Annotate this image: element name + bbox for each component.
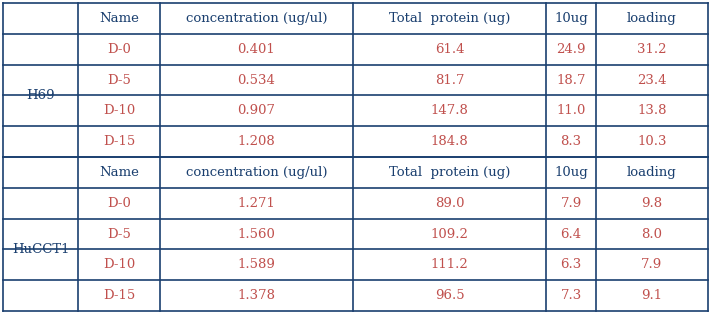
Text: D-0: D-0 — [107, 43, 131, 56]
Text: D-15: D-15 — [103, 289, 135, 302]
Text: 10.3: 10.3 — [637, 135, 667, 148]
Text: 147.8: 147.8 — [431, 104, 469, 117]
Text: loading: loading — [627, 12, 677, 25]
Text: 0.907: 0.907 — [237, 104, 275, 117]
Text: 109.2: 109.2 — [431, 228, 469, 241]
Text: 1.208: 1.208 — [237, 135, 275, 148]
Text: 61.4: 61.4 — [434, 43, 464, 56]
Text: 24.9: 24.9 — [556, 43, 586, 56]
Text: D-10: D-10 — [103, 104, 135, 117]
Text: 184.8: 184.8 — [431, 135, 469, 148]
Text: 1.589: 1.589 — [237, 258, 275, 271]
Text: 9.1: 9.1 — [641, 289, 663, 302]
Text: Name: Name — [99, 12, 139, 25]
Text: Total  protein (ug): Total protein (ug) — [389, 166, 510, 179]
Text: 23.4: 23.4 — [637, 73, 667, 86]
Text: Name: Name — [99, 166, 139, 179]
Text: Total  protein (ug): Total protein (ug) — [389, 12, 510, 25]
Text: 96.5: 96.5 — [434, 289, 464, 302]
Text: D-15: D-15 — [103, 135, 135, 148]
Text: 1.560: 1.560 — [237, 228, 275, 241]
Text: 11.0: 11.0 — [556, 104, 586, 117]
Text: 10ug: 10ug — [554, 12, 588, 25]
Text: 6.4: 6.4 — [560, 228, 582, 241]
Text: D-0: D-0 — [107, 197, 131, 210]
Text: concentration (ug/ul): concentration (ug/ul) — [186, 12, 327, 25]
Text: 81.7: 81.7 — [434, 73, 464, 86]
Text: HuCCT1: HuCCT1 — [12, 243, 69, 256]
Text: 10ug: 10ug — [554, 166, 588, 179]
Text: 8.3: 8.3 — [560, 135, 582, 148]
Text: D-10: D-10 — [103, 258, 135, 271]
Text: 1.378: 1.378 — [237, 289, 275, 302]
Text: 89.0: 89.0 — [434, 197, 464, 210]
Text: 0.401: 0.401 — [237, 43, 275, 56]
Text: loading: loading — [627, 166, 677, 179]
Text: 7.9: 7.9 — [641, 258, 663, 271]
Text: 7.9: 7.9 — [560, 197, 582, 210]
Text: concentration (ug/ul): concentration (ug/ul) — [186, 166, 327, 179]
Text: D-5: D-5 — [107, 73, 131, 86]
Text: 13.8: 13.8 — [637, 104, 667, 117]
Text: 31.2: 31.2 — [637, 43, 667, 56]
Text: 0.534: 0.534 — [237, 73, 275, 86]
Text: 6.3: 6.3 — [560, 258, 582, 271]
Text: 9.8: 9.8 — [641, 197, 663, 210]
Text: D-5: D-5 — [107, 228, 131, 241]
Text: 1.271: 1.271 — [237, 197, 275, 210]
Text: 7.3: 7.3 — [560, 289, 582, 302]
Text: H69: H69 — [26, 89, 55, 102]
Text: 8.0: 8.0 — [641, 228, 663, 241]
Text: 111.2: 111.2 — [431, 258, 469, 271]
Text: 18.7: 18.7 — [556, 73, 586, 86]
